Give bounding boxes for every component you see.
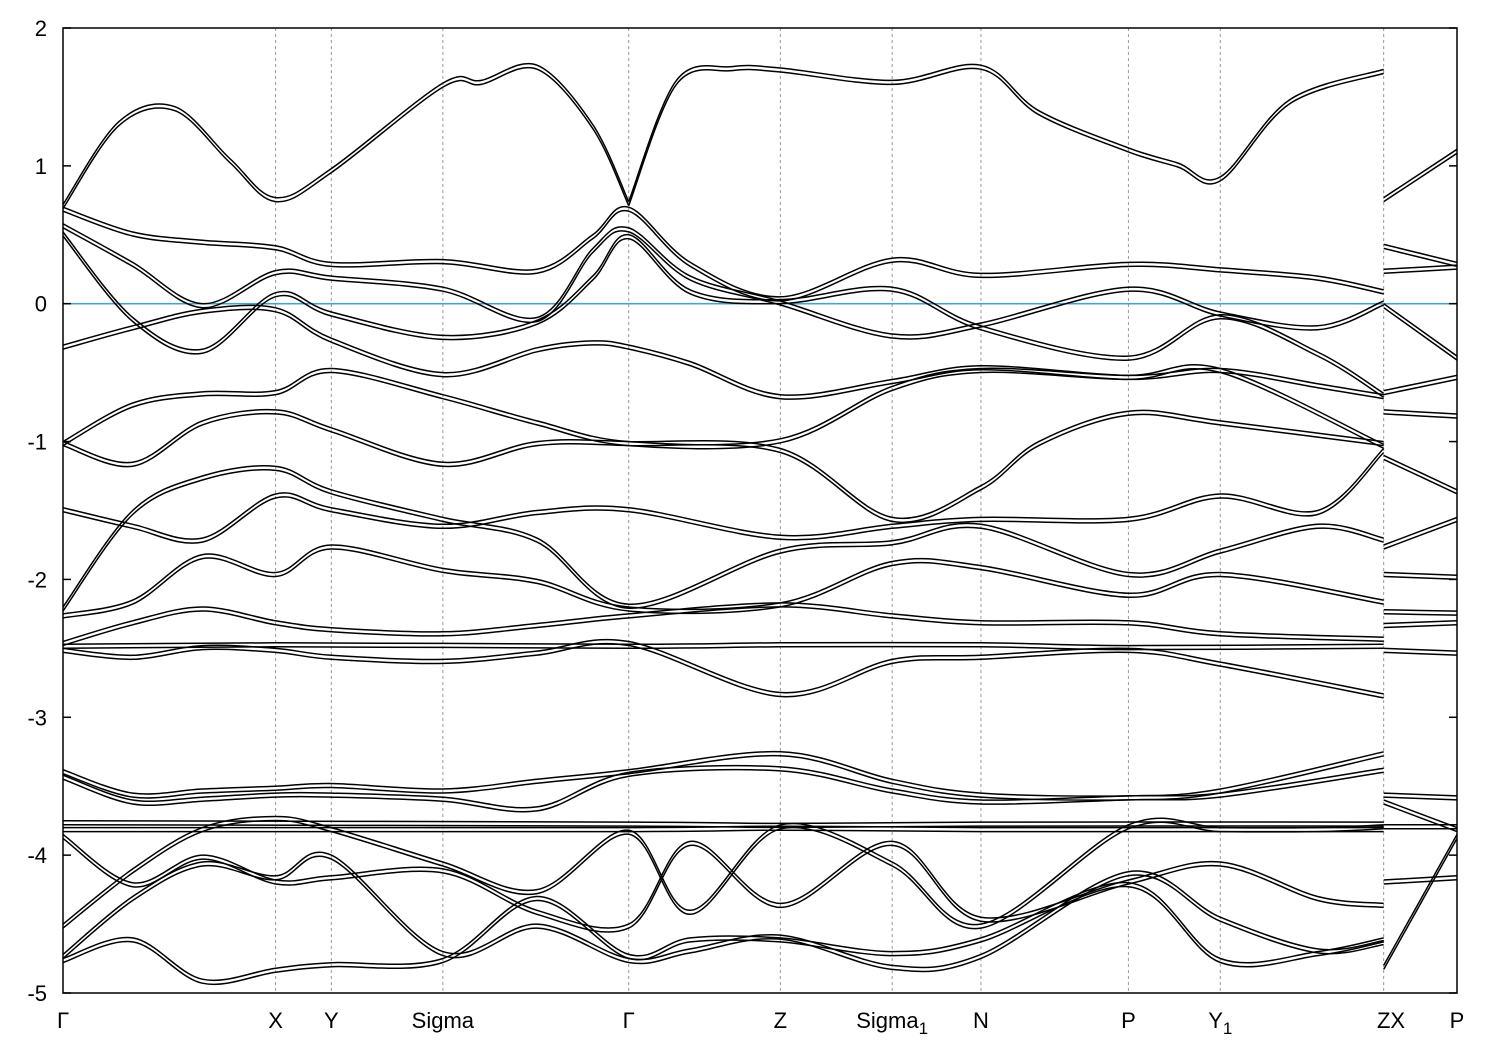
band-line — [1383, 148, 1457, 199]
band-line — [63, 642, 1384, 699]
y-tick-label: -4 — [27, 843, 47, 868]
x-tick-label: Sigma — [412, 1008, 475, 1033]
y-tick-label: 0 — [35, 292, 47, 317]
band-line — [63, 837, 1384, 933]
band-line — [63, 750, 1384, 797]
band-line — [63, 227, 1384, 340]
band-line — [63, 465, 1384, 608]
band-line — [1383, 879, 1457, 885]
band-line — [63, 66, 630, 209]
band-line — [63, 205, 1384, 298]
band-line — [63, 819, 1384, 825]
x-tick-label: Sigma1 — [856, 1008, 928, 1038]
band-line — [1383, 624, 1457, 629]
band-line — [63, 223, 1384, 336]
band-line — [1383, 620, 1457, 625]
band-line — [63, 881, 1384, 982]
x-tick-label: X — [1390, 1008, 1405, 1033]
band-line — [63, 304, 1384, 396]
band-line — [1383, 613, 1457, 616]
band-line — [63, 819, 1384, 930]
kpoint-gridlines — [275, 28, 1385, 993]
band-line — [63, 231, 1385, 394]
band-line — [63, 308, 1384, 400]
band-line — [63, 447, 1385, 540]
y-tick-label: 1 — [35, 154, 47, 179]
x-tick-label: N — [973, 1008, 989, 1033]
band-line — [1383, 264, 1457, 271]
band-line — [63, 62, 630, 205]
y-tick-label: -5 — [27, 981, 47, 1006]
band-line — [63, 235, 1385, 398]
band-line — [1383, 268, 1457, 275]
x-tick-label: Γ — [623, 1008, 635, 1033]
band-line — [63, 764, 1384, 809]
band-line — [63, 768, 1384, 813]
x-tick-label: Z — [774, 1008, 787, 1033]
band-line — [63, 606, 1384, 647]
band-line — [1383, 152, 1457, 203]
band-line — [1383, 875, 1457, 881]
band-line — [1383, 458, 1457, 495]
band-line — [63, 469, 1384, 612]
x-axis: Γ X Y Sigma Γ Z Sigma1 N P Y1 Z X P — [57, 1008, 1464, 1038]
band-line — [63, 833, 1384, 929]
x-tick-label: Z — [1377, 1008, 1390, 1033]
band-line — [1383, 243, 1457, 264]
band-line — [63, 412, 1384, 524]
band-line — [1383, 575, 1457, 581]
band-line — [63, 209, 1384, 302]
plot-frame — [62, 27, 1458, 994]
band-line — [1383, 834, 1457, 966]
band-line — [1383, 647, 1457, 652]
x-tick-label: X — [268, 1008, 283, 1033]
band-line — [1383, 413, 1457, 419]
x-tick-label: Y1 — [1208, 1008, 1232, 1038]
band-line — [63, 408, 1384, 520]
y-tick-label: 2 — [35, 16, 47, 41]
y-tick-label: -3 — [27, 705, 47, 730]
band-line — [63, 885, 1384, 986]
band-line — [1383, 409, 1457, 415]
y-axis: 2 1 0 -1 -2 -3 -4 -5 — [27, 16, 1457, 1006]
band-line — [1383, 378, 1457, 396]
band-line — [1383, 796, 1457, 801]
band-line — [1383, 799, 1457, 829]
x-tick-label: P — [1450, 1008, 1465, 1033]
band-line — [63, 851, 1384, 969]
band-line — [1383, 838, 1457, 970]
band-line — [1383, 803, 1457, 833]
band-line — [63, 602, 1384, 643]
band-line — [1383, 792, 1457, 797]
band-line — [628, 67, 1384, 206]
band-lines — [63, 62, 1457, 986]
band-line — [63, 645, 1384, 651]
band-line — [63, 638, 1384, 695]
band-line — [63, 815, 1384, 926]
x-tick-label: Γ — [57, 1008, 69, 1033]
band-line — [1383, 520, 1457, 550]
band-line — [63, 855, 1384, 973]
y-tick-label: -2 — [27, 567, 47, 592]
band-line — [1383, 516, 1457, 546]
band-line — [628, 63, 1384, 202]
band-line — [1383, 374, 1457, 392]
band-line — [1383, 651, 1457, 656]
band-line — [1383, 247, 1457, 268]
band-line — [1383, 571, 1457, 577]
band-line — [63, 641, 1384, 647]
band-line — [1383, 303, 1457, 357]
band-line — [63, 829, 1384, 833]
x-tick-label: P — [1121, 1008, 1136, 1033]
band-line — [1383, 454, 1457, 491]
band-line — [63, 548, 1384, 619]
band-line — [63, 451, 1385, 544]
band-line — [63, 544, 1384, 615]
x-tick-label: Y — [324, 1008, 339, 1033]
band-line — [1383, 609, 1457, 612]
y-tick-label: -1 — [27, 430, 47, 455]
band-line — [1383, 307, 1457, 361]
